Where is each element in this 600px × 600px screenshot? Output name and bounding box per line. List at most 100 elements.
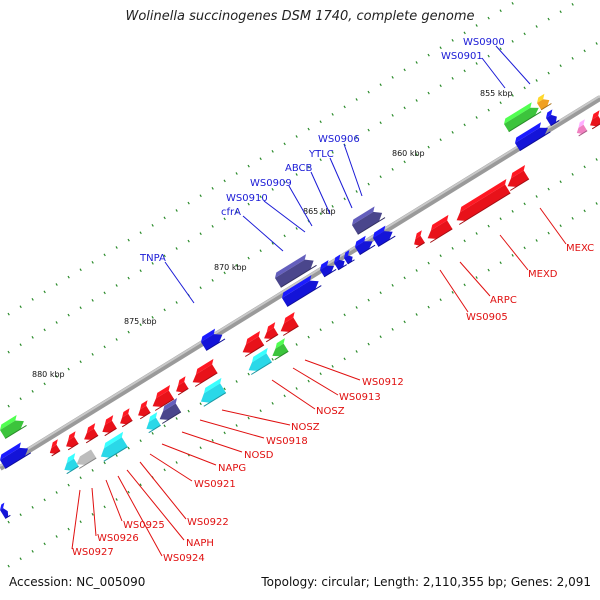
tick-mark: [463, 69, 466, 73]
tick-mark: [55, 375, 58, 378]
tick-mark: [271, 401, 274, 405]
tick-mark: [463, 123, 466, 127]
tick-mark: [55, 491, 58, 494]
tick-mark: [91, 298, 94, 302]
tick-mark: [295, 227, 298, 230]
tick-mark: [535, 239, 538, 242]
tick-mark: [571, 216, 574, 220]
tick-mark: [187, 201, 190, 205]
tick-mark: [475, 232, 478, 235]
tick-mark: [559, 180, 562, 184]
gene-feature: [546, 109, 560, 127]
tick-mark: [511, 39, 514, 43]
tick-mark: [151, 261, 154, 265]
tick-mark: [451, 38, 454, 42]
gene-feature: [515, 122, 551, 152]
reverse-labels: MEXC MEXD ARPC WS0905 WS0912 WS0913 NOSZ…: [71, 207, 594, 564]
tick-mark: [43, 328, 46, 332]
tick-mark: [307, 379, 310, 383]
label-ws0901: WS0901: [441, 51, 483, 62]
tick-mark: [235, 210, 238, 213]
label-ws0926: WS0926: [97, 533, 139, 544]
tick-mark: [7, 350, 10, 354]
tick-mark: [163, 424, 166, 428]
label-arpc: ARPC: [490, 295, 517, 306]
gene-feature: [242, 330, 265, 357]
tick-mark: [547, 187, 550, 191]
tick-mark: [331, 150, 334, 154]
tick-mark: [235, 424, 238, 427]
tick-mark: [451, 290, 454, 294]
tick-mark: [379, 83, 382, 87]
tick-mark: [379, 335, 382, 339]
tick-mark: [127, 446, 130, 450]
tick-mark: [427, 53, 430, 57]
gene-feature: [427, 214, 453, 243]
tick-mark: [451, 76, 454, 80]
tick-label-880: 880 kbp: [32, 370, 65, 379]
tick-mark: [523, 32, 526, 36]
tick-mark: [391, 327, 394, 331]
tick-mark: [139, 323, 142, 327]
tick-mark: [391, 113, 394, 117]
tick-mark: [463, 31, 466, 35]
tick-mark: [247, 416, 250, 420]
tick-mark: [199, 232, 202, 236]
tick-mark: [535, 25, 538, 28]
tick-mark: [175, 247, 178, 250]
tick-mark: [43, 542, 46, 546]
tick-mark: [79, 360, 82, 364]
tick-mark: [235, 172, 238, 175]
tick-mark: [415, 313, 418, 316]
map-title: Wolinella succinogenes DSM 1740, complet…: [125, 9, 475, 24]
gene-feature: [248, 347, 272, 375]
tick-mark: [127, 330, 130, 334]
tick-mark: [343, 197, 346, 201]
gene-feature: [590, 110, 600, 130]
tick-mark: [283, 180, 286, 184]
tick-mark: [415, 99, 418, 102]
tick-mark: [103, 291, 106, 295]
tick-mark: [355, 190, 358, 193]
tick-mark: [463, 239, 466, 243]
tick-mark: [91, 352, 94, 356]
tick-mark: [247, 372, 250, 376]
tick-mark: [31, 549, 34, 553]
tick-mark: [427, 261, 430, 265]
tick-mark: [91, 512, 94, 516]
tick-mark: [499, 101, 502, 105]
tick-mark: [31, 297, 34, 301]
gene-feature: [264, 322, 279, 343]
tick-mark: [307, 127, 310, 131]
tick-mark: [139, 483, 142, 487]
tick-mark: [31, 505, 34, 509]
tick-mark: [439, 84, 442, 88]
tick-mark: [43, 382, 46, 386]
tick-mark: [175, 209, 178, 212]
tick-mark: [571, 172, 574, 176]
tick-mark: [511, 253, 514, 257]
tick-mark: [307, 335, 310, 339]
forward-labels: WS0900 WS0901 WS0906 YTLC ABCB WS0909 WS…: [139, 37, 531, 304]
gene-feature: [373, 225, 396, 247]
tick-mark: [223, 271, 226, 275]
tick-mark: [55, 321, 58, 324]
tick-mark: [19, 305, 22, 309]
tick-mark: [67, 483, 70, 487]
tick-mark: [499, 9, 502, 13]
gene-feature: [146, 412, 161, 434]
label-cfra: cfrA: [221, 207, 241, 218]
tick-mark: [235, 380, 238, 383]
tick-mark: [475, 62, 478, 65]
label-ws0912: WS0912: [362, 377, 404, 388]
tick-mark: [7, 564, 10, 568]
tick-mark: [451, 130, 454, 134]
tick-mark: [487, 16, 490, 20]
tick-mark: [271, 241, 274, 245]
tick-mark: [235, 264, 238, 267]
tick-mark: [271, 149, 274, 153]
tick-mark: [379, 291, 382, 295]
tick-mark: [271, 187, 274, 191]
tick-mark: [223, 217, 226, 221]
